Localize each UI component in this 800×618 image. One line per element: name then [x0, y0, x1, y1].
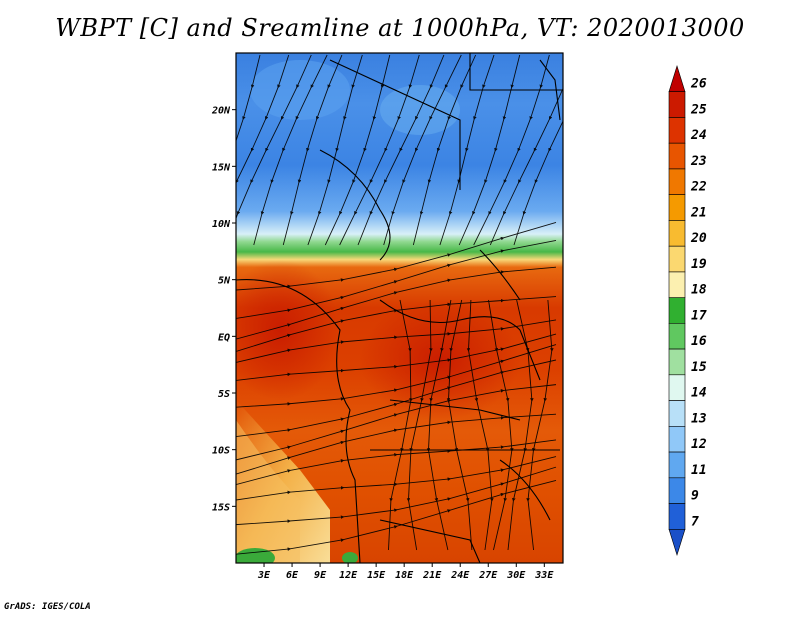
colorbar-swatch	[668, 245, 686, 273]
colorbar-swatch	[668, 400, 686, 427]
streamline	[388, 299, 413, 551]
colorbar-swatch	[668, 91, 686, 118]
colorbar-label: 17	[691, 308, 707, 323]
colorbar-label: 24	[690, 128, 707, 143]
lon-tick-label: 18E	[395, 570, 414, 581]
lat-tick-label: 5N	[218, 276, 231, 287]
colorbar-swatch	[668, 220, 686, 247]
streamline	[406, 299, 433, 551]
colorbar-label: 25	[690, 102, 707, 117]
colorbar-label: 12	[691, 437, 707, 452]
streamline	[526, 299, 554, 551]
streamline	[466, 299, 494, 551]
colorbar-label: 20	[690, 231, 707, 246]
colorbar-label: 23	[690, 154, 707, 169]
latitude-axis: 20N 15N 10N 5N EQ 5S 10S 15S	[211, 106, 236, 513]
map-frame	[235, 52, 564, 564]
colorbar-swatch	[668, 64, 686, 93]
lat-tick-label: 10S	[212, 446, 230, 457]
colorbar-swatch	[668, 374, 686, 401]
lat-tick-label: 10N	[212, 219, 231, 230]
colorbar-label: 15	[691, 360, 707, 375]
colorbar-label: 16	[691, 334, 707, 349]
lat-tick-label: EQ	[218, 332, 230, 343]
lat-tick-label: 5S	[218, 389, 230, 400]
streamline	[513, 84, 563, 246]
country-borders	[236, 53, 563, 563]
grads-credit: GrADS: IGES/COLA	[4, 602, 91, 612]
colorbar-swatch	[668, 477, 686, 504]
lon-tick-label: 27E	[478, 570, 498, 581]
lat-tick-label: 15S	[212, 502, 230, 513]
streamline	[488, 299, 514, 551]
colorbar-label: 14	[691, 386, 707, 401]
colorbar-label: 21	[690, 205, 707, 220]
lon-tick-label: 24E	[450, 570, 470, 581]
lon-tick-label: 21E	[422, 570, 442, 581]
lon-tick-label: 3E	[257, 570, 271, 581]
colorbar-label: 22	[690, 180, 707, 195]
streamline	[426, 299, 452, 551]
colorbar-swatch	[668, 168, 686, 195]
colorbar-swatch	[668, 297, 686, 324]
lon-tick-label: 9E	[314, 570, 327, 581]
streamline	[446, 299, 473, 551]
lat-tick-label: 20N	[211, 106, 231, 117]
lon-tick-label: 15E	[367, 570, 386, 581]
colorbar-swatch	[668, 117, 686, 144]
colorbar-swatch	[668, 142, 686, 170]
lon-tick-label: 12E	[339, 570, 358, 581]
lon-tick-label: 6E	[286, 570, 299, 581]
colorbar-label: 13	[691, 411, 707, 426]
colorbar-swatch	[668, 503, 686, 530]
colorbar-swatch	[668, 528, 686, 557]
colorbar-label: 11	[691, 463, 707, 478]
colorbar-swatch	[668, 348, 686, 376]
colorbar-swatch	[668, 323, 686, 350]
colorbar-label: 18	[691, 283, 707, 298]
longitude-axis: 3E 6E 9E 12E 15E 18E 21E 24E 27E 30E 33E	[257, 563, 554, 581]
map-title: WBPT [C] and Sreamline at 1000hPa, VT: 2…	[55, 14, 745, 42]
streamlines	[236, 54, 563, 555]
colorbar: 26 25 24 23 22 21 20 19 18 17 16 15 14 13 12 11 9 7	[668, 64, 707, 557]
map-field	[236, 53, 563, 563]
lat-tick-label: 15N	[212, 162, 231, 173]
colorbar-swatch	[668, 451, 686, 479]
colorbar-label: 26	[690, 77, 707, 92]
colorbar-swatch	[668, 426, 686, 453]
lon-tick-label: 30E	[506, 570, 526, 581]
colorbar-swatch	[668, 194, 686, 221]
colorbar-label: 7	[691, 514, 699, 529]
lon-tick-label: 33E	[534, 570, 554, 581]
colorbar-label: 9	[691, 489, 699, 504]
colorbar-swatch	[668, 271, 686, 298]
colorbar-label: 19	[691, 257, 707, 272]
